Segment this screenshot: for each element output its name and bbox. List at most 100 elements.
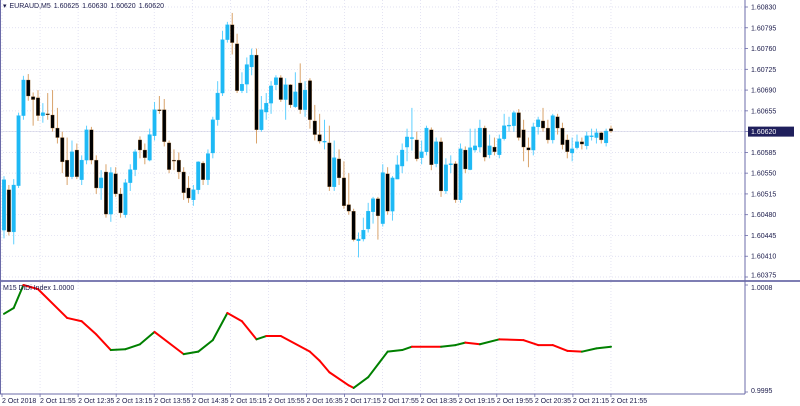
bearish-candle: [599, 132, 604, 141]
indicator-segment: [440, 344, 457, 348]
bearish-candle: [65, 159, 70, 177]
bearish-candle: [337, 158, 342, 179]
price-label: 1.60515: [751, 191, 776, 198]
time-label: 2 Oct 2018: [2, 398, 36, 405]
bullish-candle: [79, 159, 84, 180]
price-label: 1.60760: [751, 46, 776, 53]
bullish-candle: [210, 119, 215, 154]
bearish-candle: [94, 159, 99, 189]
bearish-candle: [172, 159, 176, 162]
bearish-candle: [6, 189, 11, 233]
bullish-candle: [419, 151, 424, 158]
bearish-candle: [327, 142, 332, 187]
price-label: 1.60410: [751, 254, 776, 261]
bullish-candle: [511, 112, 516, 126]
bearish-candle: [385, 173, 390, 212]
bullish-candle: [273, 77, 278, 85]
bearish-candle: [201, 162, 206, 180]
chart-title: ▾ EURAUD,M5 1.60625 1.60630 1.60620 1.60620: [3, 2, 167, 10]
indicator-segment: [12, 284, 25, 310]
bullish-candle: [84, 129, 89, 161]
bearish-candle: [230, 24, 235, 43]
bullish-candle: [458, 148, 463, 201]
time-label: 2 Oct 21:15: [573, 398, 609, 405]
time-label: 2 Oct 20:35: [535, 398, 571, 405]
candlestick-series: [2, 12, 613, 258]
bullish-candle: [133, 151, 138, 170]
bullish-candle: [249, 54, 254, 68]
open-value: 1.60625: [53, 3, 80, 10]
time-label: 2 Oct 15:55: [268, 398, 304, 405]
bullish-candle: [259, 109, 264, 130]
price-label: 1.60795: [751, 25, 776, 32]
bearish-candle: [609, 128, 613, 132]
bullish-candle: [11, 184, 16, 233]
indicator-segment: [522, 339, 540, 347]
bullish-candle: [99, 177, 104, 189]
time-axis[interactable]: 2 Oct 2018 2 Oct 11:55 2 Oct 12:35 2 Oct 13…: [1, 394, 647, 405]
time-label: 2 Oct 18:35: [421, 398, 457, 405]
indicator-segment: [352, 376, 370, 389]
time-label: 2 Oct 21:55: [611, 398, 647, 405]
bearish-candle: [341, 177, 346, 206]
bullish-candle: [584, 135, 589, 147]
price-label: 1.60375: [751, 273, 776, 280]
indicator-segment: [226, 311, 243, 323]
bullish-candle: [2, 179, 6, 231]
bullish-candle: [123, 182, 128, 215]
bullish-candle: [283, 84, 288, 100]
bullish-candle: [196, 161, 201, 190]
bullish-candle: [269, 85, 274, 104]
indicator-segment: [595, 345, 612, 350]
indicator-segment: [22, 284, 39, 291]
bearish-candle: [45, 113, 50, 115]
bullish-candle: [589, 135, 594, 137]
indicator-segment: [3, 307, 15, 315]
indicator-segment: [566, 349, 583, 353]
bearish-candle: [579, 141, 584, 145]
chart-frame: [0, 0, 800, 395]
bearish-candle: [142, 149, 147, 158]
bearish-candle: [50, 114, 55, 129]
bearish-candle: [375, 198, 380, 217]
time-label: 2 Oct 12:35: [78, 398, 114, 405]
low-value: 1.60620: [110, 3, 136, 10]
bullish-candle: [409, 137, 414, 139]
time-label: 2 Oct 13:15: [116, 398, 152, 405]
bullish-candle: [206, 153, 210, 180]
price-axis[interactable]: 1.60830 1.60795 1.60760 1.60725 1.60690 1.606…: [745, 5, 794, 280]
indicator-segment: [580, 347, 598, 353]
triangle-down-icon[interactable]: ▾: [3, 3, 7, 10]
bearish-candle: [186, 187, 191, 199]
indicator-segment: [464, 341, 481, 346]
bearish-candle: [89, 129, 94, 161]
bearish-candle: [254, 54, 259, 130]
bearish-candle: [555, 116, 560, 129]
bearish-candle: [565, 139, 570, 152]
indicator-segment: [109, 348, 127, 352]
indicator-segment: [454, 341, 467, 347]
bearish-candle: [317, 134, 322, 142]
bearish-candle: [118, 193, 123, 214]
indicator-segment: [153, 330, 185, 356]
bearish-candle: [541, 120, 545, 129]
bearish-candle: [162, 109, 167, 142]
bullish-candle: [390, 177, 395, 212]
bearish-candle: [74, 149, 79, 177]
bullish-candle: [380, 172, 385, 224]
indicator-segment: [197, 339, 214, 353]
time-label: 2 Oct 11:55: [40, 398, 76, 405]
bullish-candle: [239, 83, 244, 91]
bearish-candle: [312, 120, 317, 135]
indicator-segment: [182, 350, 200, 356]
grid: [0, 0, 745, 394]
indicator-segment: [308, 350, 321, 362]
bullish-candle: [225, 24, 230, 40]
bullish-candle: [40, 112, 45, 116]
bearish-candle: [453, 163, 458, 201]
price-label: 1.60480: [751, 212, 776, 219]
indicator-segment: [551, 344, 569, 352]
bullish-candle: [405, 136, 409, 148]
bullish-candle: [443, 164, 448, 192]
